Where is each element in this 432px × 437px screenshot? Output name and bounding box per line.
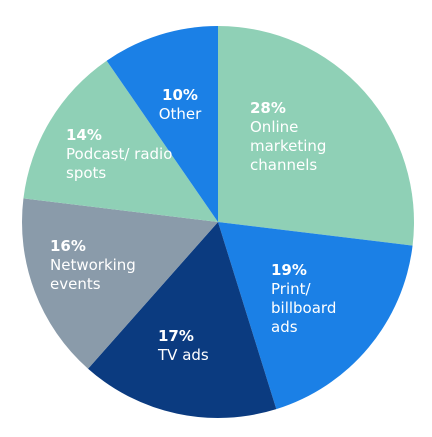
- pie-slice: [218, 26, 414, 246]
- slice-label: 14% Podcast/ radio spots: [66, 126, 176, 183]
- slice-label: 28% Online marketing channels: [250, 99, 340, 175]
- category-label: Podcast/ radio spots: [66, 145, 173, 182]
- slice-label: 19% Print/ billboard ads: [271, 261, 361, 337]
- slice-label: 17% TV ads: [158, 327, 238, 365]
- value-label: 19%: [271, 261, 307, 279]
- category-label: TV ads: [158, 346, 209, 364]
- value-label: 10%: [162, 86, 198, 104]
- slice-label: 16% Networking events: [50, 237, 160, 294]
- pie-slice: [23, 60, 218, 223]
- category-label: Print/ billboard ads: [271, 280, 337, 336]
- pie-slice: [218, 222, 413, 410]
- pie-slice: [88, 222, 277, 418]
- value-label: 28%: [250, 99, 286, 117]
- pie-slice: [21, 198, 218, 369]
- value-label: 16%: [50, 237, 86, 255]
- category-label: Other: [158, 105, 202, 123]
- pie-slice: [106, 26, 218, 222]
- value-label: 17%: [158, 327, 194, 345]
- category-label: Online marketing channels: [250, 118, 327, 174]
- value-label: 14%: [66, 126, 102, 144]
- category-label: Networking events: [50, 256, 136, 293]
- slice-label: 10% Other: [150, 86, 210, 124]
